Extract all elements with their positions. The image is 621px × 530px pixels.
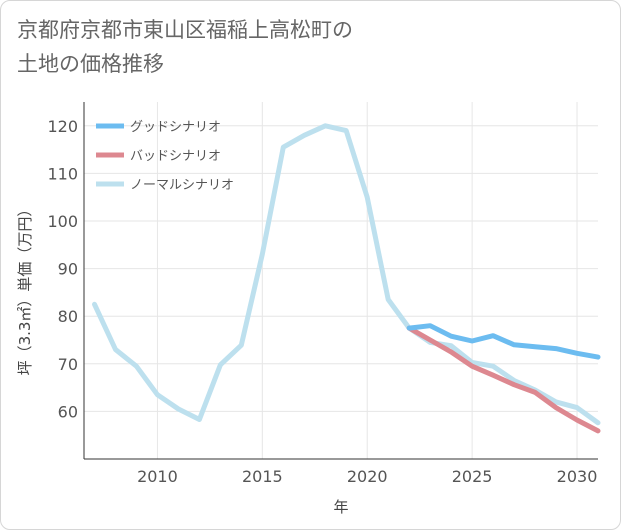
legend-label: グッドシナリオ [130,120,221,135]
x-tick-label: 2015 [242,467,283,486]
series-lines [92,123,601,434]
axes: 60 70 80 90 100 110 120 2010 2015 2020 2025 2030 [47,102,598,486]
series-line-0 [406,323,601,360]
legend-label: ノーマルシナリオ [130,178,234,193]
y-tick-label: 70 [58,355,78,374]
x-tick-label: 2010 [137,467,178,486]
x-axis-title: 年 [333,498,348,516]
y-tick-label: 90 [58,260,78,279]
chart-title-line-2: 土地の価格推移 [17,52,164,76]
series-line-2 [92,123,601,426]
y-tick-label: 100 [47,212,78,231]
legend-label: バッドシナリオ [130,149,221,164]
chart-title: 京都府京都市東山区福稲上高松町の 土地の価格推移 [17,13,457,81]
x-tick-label: 2025 [452,467,493,486]
grid-lines [84,102,598,459]
y-tick-label: 60 [58,402,78,421]
y-tick-label: 120 [47,117,78,136]
series-line-1 [406,325,601,434]
chart-title-line-1: 京都府京都市東山区福稲上高松町の [17,18,353,42]
x-tick-label: 2020 [347,467,388,486]
y-tick-label: 110 [47,164,78,183]
y-tick-label: 80 [58,307,78,326]
x-tick-label: 2030 [557,467,598,486]
y-axis-title: 坪（3.3㎡）単価（万円） [16,202,34,376]
